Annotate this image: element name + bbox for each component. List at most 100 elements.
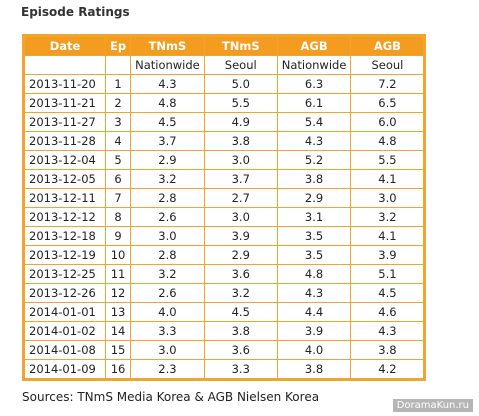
- date-cell: 2013-11-21: [25, 94, 105, 112]
- subheader-cell: Nationwide: [277, 56, 351, 74]
- data-cell: 11: [106, 265, 131, 283]
- date-cell: 2014-01-09: [25, 360, 105, 378]
- data-cell: 4.3: [277, 284, 351, 302]
- data-cell: 6.0: [351, 113, 424, 131]
- source-note: Sources: TNmS Media Korea & AGB Nielsen …: [22, 390, 320, 404]
- data-cell: 12: [106, 284, 131, 302]
- empty-cell: [106, 56, 131, 74]
- data-cell: 7.2: [351, 75, 424, 93]
- data-cell: 4.9: [204, 113, 277, 131]
- data-cell: 3.2: [131, 265, 204, 283]
- data-cell: 4.4: [277, 303, 351, 321]
- data-cell: 4.6: [351, 303, 424, 321]
- data-cell: 4: [106, 132, 131, 150]
- data-cell: 1: [106, 75, 131, 93]
- data-cell: 4.0: [131, 303, 204, 321]
- date-cell: 2013-12-11: [25, 189, 105, 207]
- data-cell: 2.8: [131, 189, 204, 207]
- data-row: 2013-12-19 10 2.8 2.9 3.5 3.9: [25, 246, 424, 264]
- data-row: 2013-12-11 7 2.8 2.7 2.9 3.0: [25, 189, 424, 207]
- data-cell: 2.6: [131, 208, 204, 226]
- data-cell: 16: [106, 360, 131, 378]
- data-cell: 5.4: [277, 113, 351, 131]
- data-row: 2013-11-27 3 4.5 4.9 5.4 6.0: [25, 113, 424, 131]
- date-cell: 2013-12-12: [25, 208, 105, 226]
- data-row: 2013-12-25 11 3.2 3.6 4.8 5.1: [25, 265, 424, 283]
- date-cell: 2013-12-18: [25, 227, 105, 245]
- data-cell: 3.5: [277, 227, 351, 245]
- subheader-cell: Seoul: [204, 56, 277, 74]
- data-cell: 3.3: [204, 360, 277, 378]
- table-body: Date Ep TNmS TNmS AGB AGB Nationwide Seoul Natio…: [25, 37, 424, 378]
- date-cell: 2013-11-27: [25, 113, 105, 131]
- data-cell: 2.7: [204, 189, 277, 207]
- subheader-cell: Nationwide: [131, 56, 204, 74]
- data-cell: 3.0: [131, 227, 204, 245]
- data-cell: 6.3: [277, 75, 351, 93]
- date-cell: 2014-01-02: [25, 322, 105, 340]
- data-cell: 4.5: [351, 284, 424, 302]
- data-cell: 4.3: [277, 132, 351, 150]
- data-cell: 7: [106, 189, 131, 207]
- data-cell: 4.8: [131, 94, 204, 112]
- empty-cell: [25, 56, 105, 74]
- data-cell: 4.1: [351, 170, 424, 188]
- ratings-table: Date Ep TNmS TNmS AGB AGB Nationwide Seoul Natio…: [22, 34, 427, 381]
- data-cell: 5.1: [351, 265, 424, 283]
- data-row: 2014-01-01 13 4.0 4.5 4.4 4.6: [25, 303, 424, 321]
- data-cell: 14: [106, 322, 131, 340]
- data-cell: 2.9: [131, 151, 204, 169]
- date-cell: 2013-12-26: [25, 284, 105, 302]
- data-cell: 9: [106, 227, 131, 245]
- date-cell: 2013-12-05: [25, 170, 105, 188]
- header-row: Date Ep TNmS TNmS AGB AGB: [25, 37, 424, 55]
- data-cell: 3.0: [204, 208, 277, 226]
- date-cell: 2013-11-20: [25, 75, 105, 93]
- data-cell: 4.3: [351, 322, 424, 340]
- data-cell: 3.3: [131, 322, 204, 340]
- data-cell: 3.5: [277, 246, 351, 264]
- date-cell: 2013-11-28: [25, 132, 105, 150]
- data-cell: 8: [106, 208, 131, 226]
- data-cell: 3.8: [277, 170, 351, 188]
- subheader-row: Nationwide Seoul Nationwide Seoul: [25, 56, 424, 74]
- data-cell: 4.8: [277, 265, 351, 283]
- data-cell: 3.0: [351, 189, 424, 207]
- header-cell: Ep: [106, 37, 131, 55]
- data-cell: 5.5: [204, 94, 277, 112]
- date-cell: 2013-12-25: [25, 265, 105, 283]
- data-cell: 5.5: [351, 151, 424, 169]
- data-cell: 3.1: [277, 208, 351, 226]
- data-cell: 4.5: [204, 303, 277, 321]
- data-cell: 10: [106, 246, 131, 264]
- date-cell: 2014-01-08: [25, 341, 105, 359]
- data-cell: 4.5: [131, 113, 204, 131]
- data-cell: 3.0: [131, 341, 204, 359]
- data-cell: 13: [106, 303, 131, 321]
- data-cell: 4.3: [131, 75, 204, 93]
- date-cell: 2013-12-19: [25, 246, 105, 264]
- title: Episode Ratings: [21, 5, 130, 19]
- data-cell: 6.5: [351, 94, 424, 112]
- data-row: 2013-11-21 2 4.8 5.5 6.1 6.5: [25, 94, 424, 112]
- data-cell: 5.2: [277, 151, 351, 169]
- header-cell: TNmS: [204, 37, 277, 55]
- data-cell: 3: [106, 113, 131, 131]
- data-cell: 15: [106, 341, 131, 359]
- data-cell: 2.9: [277, 189, 351, 207]
- data-cell: 3.7: [131, 132, 204, 150]
- data-cell: 3.8: [351, 341, 424, 359]
- data-cell: 3.2: [351, 208, 424, 226]
- data-row: 2013-11-20 1 4.3 5.0 6.3 7.2: [25, 75, 424, 93]
- data-cell: 4.1: [351, 227, 424, 245]
- data-cell: 4.2: [351, 360, 424, 378]
- header-cell: Date: [25, 37, 105, 55]
- data-cell: 2.6: [131, 284, 204, 302]
- data-cell: 3.6: [204, 341, 277, 359]
- data-cell: 3.2: [131, 170, 204, 188]
- subheader-cell: Seoul: [351, 56, 424, 74]
- data-cell: 2.8: [131, 246, 204, 264]
- data-cell: 3.8: [204, 322, 277, 340]
- data-cell: 4.8: [351, 132, 424, 150]
